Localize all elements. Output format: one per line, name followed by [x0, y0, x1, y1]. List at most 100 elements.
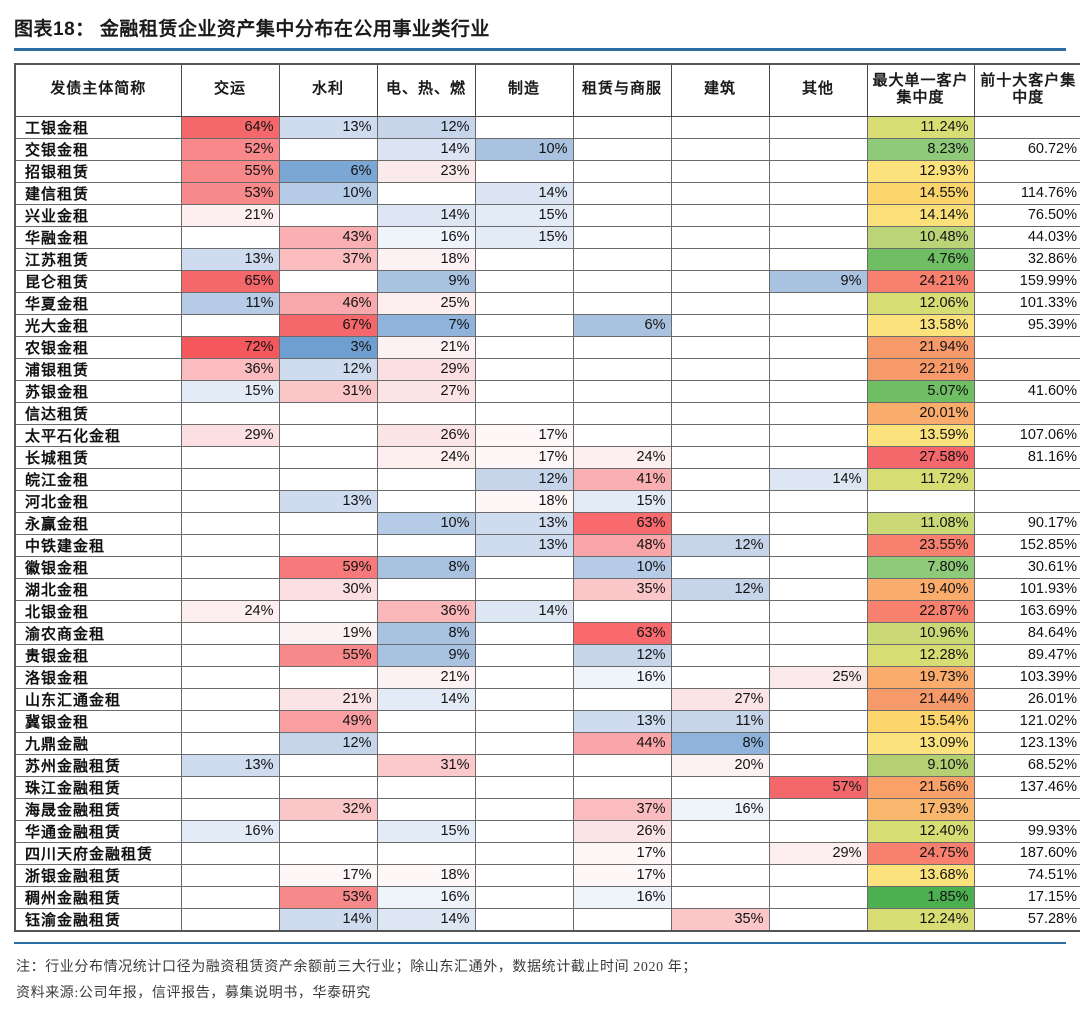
table-cell: [572, 159, 672, 183]
table-cell: [670, 379, 770, 403]
table-cell: [572, 687, 672, 711]
figure-label: 图表18：: [14, 19, 95, 40]
table-cell: 18%: [474, 489, 574, 513]
table-cell: [670, 225, 770, 249]
table-cell: [572, 335, 672, 359]
table-cell: 123.13%: [973, 731, 1080, 755]
table-cell: [180, 885, 280, 909]
table-cell: 163.69%: [973, 599, 1080, 623]
table-cell: 27.58%: [866, 445, 975, 469]
table-cell: 25%: [376, 291, 476, 315]
table-cell: [670, 863, 770, 887]
table-cell: [278, 533, 378, 557]
table-cell: 16%: [376, 225, 476, 249]
table-cell: 72%: [180, 335, 280, 359]
table-cell: [278, 203, 378, 227]
table-cell: [572, 203, 672, 227]
table-cell: [376, 401, 476, 425]
table-cell: [278, 269, 378, 293]
table-cell: [278, 467, 378, 491]
table-cell: [768, 797, 868, 821]
table-cell: 12%: [572, 643, 672, 667]
table-cell: 27%: [670, 687, 770, 711]
table-cell: 14.55%: [866, 181, 975, 205]
table-cell: [670, 445, 770, 469]
table-cell: 8%: [670, 731, 770, 755]
table-cell: 121.02%: [973, 709, 1080, 733]
table-cell: [768, 181, 868, 205]
table-cell: [572, 137, 672, 161]
row-label: 招银租赁: [14, 159, 182, 183]
table-cell: [180, 467, 280, 491]
table-cell: 15%: [474, 203, 574, 227]
row-label: 四川天府金融租赁: [14, 841, 182, 865]
table-cell: 10.96%: [866, 621, 975, 645]
table-cell: 13.59%: [866, 423, 975, 447]
source-line: 资料来源:公司年报，信评报告，募集说明书，华泰研究: [16, 986, 371, 1002]
table-cell: 11.24%: [866, 115, 975, 139]
table-cell: 8%: [376, 555, 476, 579]
table-cell: 12.28%: [866, 643, 975, 667]
table-cell: 90.17%: [973, 511, 1080, 535]
table-cell: 21%: [376, 665, 476, 689]
table-cell: 9%: [768, 269, 868, 293]
table-cell: 3%: [278, 335, 378, 359]
table-row: 钰渝金融租赁 14% 14% 35% 12.24% 57.28%: [14, 907, 1080, 931]
table-cell: 55%: [278, 643, 378, 667]
table-cell: [474, 313, 574, 337]
table-cell: [572, 357, 672, 381]
table-cell: 21%: [180, 203, 280, 227]
table-cell: [670, 819, 770, 843]
table-cell: [474, 621, 574, 645]
table-cell: [474, 885, 574, 909]
row-label: 太平石化金租: [14, 423, 182, 447]
row-label: 华融金租: [14, 225, 182, 249]
table-cell: 15.54%: [866, 709, 975, 733]
table-cell: 57%: [768, 775, 868, 799]
table-cell: 8.23%: [866, 137, 975, 161]
table-cell: 24%: [572, 445, 672, 469]
table-row: 华通金融租赁 16% 15% 26% 12.40% 99.93%: [14, 819, 1080, 843]
table-cell: 14%: [474, 599, 574, 623]
table-cell: [768, 643, 868, 667]
column-header-5: 租赁与商服: [572, 63, 672, 117]
table-cell: [180, 841, 280, 865]
row-label: 苏银金租: [14, 379, 182, 403]
table-row: 农银金租 72% 3% 21% 21.94%: [14, 335, 1080, 359]
table-cell: 59%: [278, 555, 378, 579]
table-cell: 14%: [376, 907, 476, 931]
table-cell: 12.06%: [866, 291, 975, 315]
table-cell: [670, 511, 770, 535]
table-cell: 22.21%: [866, 357, 975, 381]
table-cell: [278, 819, 378, 843]
table-cell: [474, 335, 574, 359]
table-cell: 17%: [474, 423, 574, 447]
table-cell: [376, 577, 476, 601]
table-cell: [768, 423, 868, 447]
table-cell: [670, 599, 770, 623]
table-cell: [376, 533, 476, 557]
table-cell: 76.50%: [973, 203, 1080, 227]
table-cell: [376, 181, 476, 205]
table-cell: [973, 489, 1080, 513]
table-cell: [768, 159, 868, 183]
table-cell: [376, 489, 476, 513]
table-cell: [670, 467, 770, 491]
table-cell: [474, 687, 574, 711]
table-cell: 13%: [180, 247, 280, 271]
table-cell: [278, 445, 378, 469]
table-cell: 137.46%: [973, 775, 1080, 799]
table-cell: [768, 225, 868, 249]
row-label: 兴业金租: [14, 203, 182, 227]
table-cell: 17.15%: [973, 885, 1080, 909]
table-cell: 41.60%: [973, 379, 1080, 403]
table-cell: 11.72%: [866, 467, 975, 491]
column-header-9: 前十大客户集中度: [973, 63, 1080, 117]
table-cell: 27%: [376, 379, 476, 403]
table-cell: 10%: [278, 181, 378, 205]
table-cell: 37%: [278, 247, 378, 271]
table-row: 兴业金租 21% 14% 15% 14.14% 76.50%: [14, 203, 1080, 227]
table-cell: [768, 137, 868, 161]
table-cell: 13%: [278, 489, 378, 513]
table-row: 北银金租 24% 36% 14% 22.87% 163.69%: [14, 599, 1080, 623]
